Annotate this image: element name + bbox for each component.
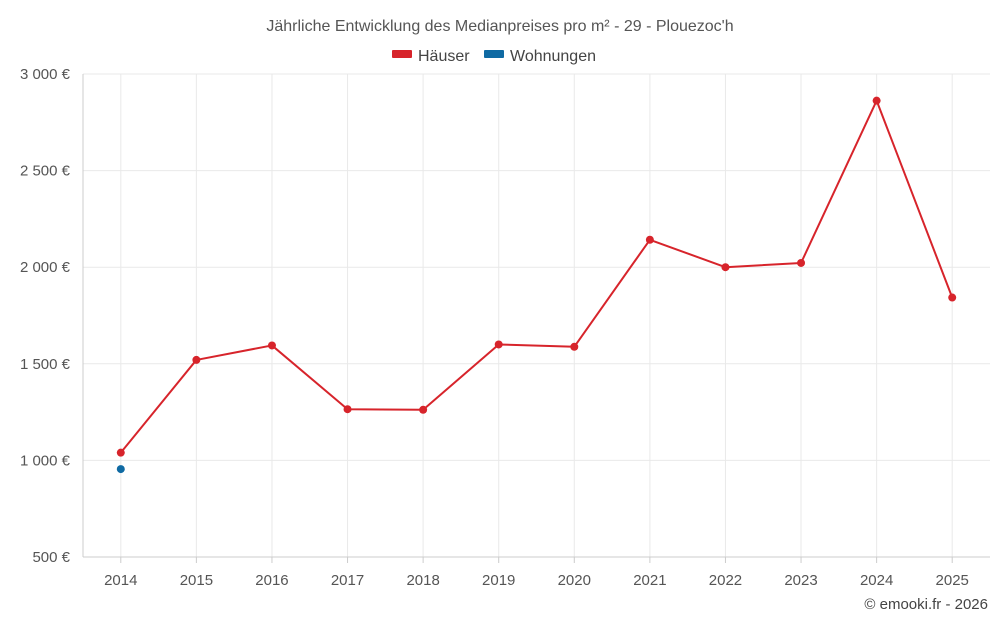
data-point-h-user[interactable]: [645, 235, 654, 244]
series-line-h-user: [120, 99, 954, 454]
y-tick-label: 2 000 €: [20, 259, 71, 276]
data-point-h-user[interactable]: [419, 405, 428, 414]
data-point-h-user[interactable]: [192, 355, 201, 364]
data-point-h-user[interactable]: [948, 293, 957, 302]
legend: Häuser Wohnungen: [392, 48, 596, 65]
data-point-h-user[interactable]: [267, 341, 276, 350]
x-tick-label: 2016: [255, 572, 288, 589]
x-tick-label: 2025: [936, 572, 969, 589]
legend-swatch-hauser: [392, 50, 412, 58]
y-tick-label: 1 500 €: [20, 356, 71, 373]
y-tick-label: 500 €: [32, 549, 70, 566]
axes: 500 € 1 000 € 1 500 € 2 000 € 2 500 € 3 000 €…: [20, 66, 990, 589]
y-tick-label: 2 500 €: [20, 163, 71, 180]
data-point-h-user[interactable]: [797, 258, 806, 267]
x-tick-label: 2023: [784, 572, 817, 589]
x-tick-label: 2020: [558, 572, 591, 589]
data-point-h-user[interactable]: [721, 263, 730, 272]
data-point-h-user[interactable]: [872, 96, 881, 105]
data-point-h-user[interactable]: [570, 342, 579, 351]
chart-title: Jährliche Entwicklung des Medianpreises …: [266, 18, 733, 35]
x-tick-label: 2024: [860, 572, 893, 589]
x-tick-label: 2014: [104, 572, 137, 589]
data-point-h-user[interactable]: [343, 405, 352, 414]
series: [116, 96, 957, 474]
legend-label-hauser: Häuser: [418, 48, 470, 65]
credit-text: © emooki.fr - 2026: [864, 596, 988, 613]
legend-swatch-wohnungen: [484, 50, 504, 58]
legend-item-wohnungen[interactable]: Wohnungen: [484, 48, 596, 65]
x-tick-label: 2018: [406, 572, 439, 589]
data-point-h-user[interactable]: [116, 448, 125, 457]
x-tick-label: 2021: [633, 572, 666, 589]
legend-item-hauser[interactable]: Häuser: [392, 48, 470, 65]
legend-label-wohnungen: Wohnungen: [510, 48, 596, 65]
y-tick-label: 3 000 €: [20, 66, 71, 83]
x-tick-label: 2022: [709, 572, 742, 589]
x-tick-label: 2019: [482, 572, 515, 589]
data-point-wohnungen[interactable]: [116, 465, 125, 474]
x-tick-label: 2015: [180, 572, 213, 589]
grid: [83, 73, 990, 558]
x-tick-label: 2017: [331, 572, 364, 589]
y-tick-label: 1 000 €: [20, 452, 71, 469]
data-point-h-user[interactable]: [494, 340, 503, 349]
